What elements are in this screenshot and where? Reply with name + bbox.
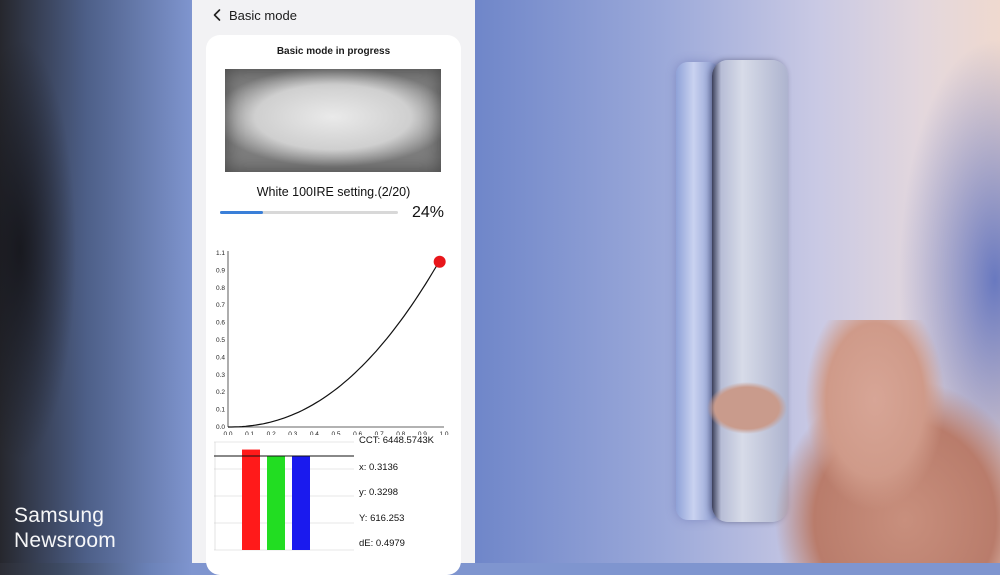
x-tick-label: 1.0	[439, 431, 448, 435]
x-tick-label: 0.0	[223, 431, 232, 435]
camera-preview	[225, 69, 441, 172]
bar-r	[242, 449, 260, 550]
hand-photo	[705, 320, 1000, 563]
progress-percent: 24%	[412, 204, 445, 221]
x-tick-label: 0.6	[353, 431, 362, 435]
delta-e-value: dE: 0.4979	[359, 538, 405, 549]
y-tick-label: 0.3	[216, 372, 225, 379]
x-tick-label: 0.9	[418, 431, 427, 435]
progress-card: Basic mode in progress White 100IRE sett…	[206, 35, 461, 575]
bar-b	[292, 456, 310, 550]
chevron-left-icon[interactable]	[210, 7, 224, 23]
watermark-line1: Samsung	[14, 504, 105, 527]
x-tick-label: 0.8	[396, 431, 405, 435]
y-tick-label: 0.1	[216, 407, 225, 414]
gamma-curve-line	[228, 260, 441, 428]
left-backdrop	[0, 0, 192, 563]
gamma-curve-chart: 0.0 0.1 0.2 0.3 0.4 0.5 0.6 0.7 0.8 0.9 1.1 0.0 0.1…	[216, 250, 449, 435]
watermark-line2: Newsroom	[14, 529, 116, 552]
x-tick-label: 0.5	[331, 431, 340, 435]
step-status-text: White 100IRE setting.(2/20)	[256, 185, 411, 199]
progress-bar-fill	[220, 211, 263, 214]
bar-g	[267, 456, 285, 550]
cct-value: CCT: 6448.5743K	[359, 435, 434, 446]
x-tick-label: 0.7	[375, 431, 384, 435]
x-tick-label: 0.3	[288, 431, 297, 435]
samsung-newsroom-watermark: Samsung Newsroom	[14, 503, 116, 553]
y-tick-label: 0.0	[216, 424, 225, 431]
y-tick-label: 0.6	[216, 320, 225, 327]
card-title: Basic mode in progress	[276, 46, 391, 57]
progress-bar	[220, 211, 398, 214]
calibration-app-screen: Basic mode Basic mode in progress White …	[192, 0, 475, 575]
luminance-value: Y: 616.253	[359, 513, 405, 524]
y-tick-label: 0.7	[216, 302, 225, 309]
app-header: Basic mode	[192, 0, 475, 32]
x-tick-label: 0.4	[310, 431, 319, 435]
x-chromaticity-value: x: 0.3136	[359, 462, 399, 473]
y-tick-label: 0.2	[216, 389, 225, 396]
current-measure-point	[433, 255, 446, 268]
y-tick-label: 0.8	[216, 285, 225, 292]
y-tick-label: 0.5	[216, 337, 225, 344]
rgb-balance-chart	[214, 440, 354, 555]
x-tick-label: 0.1	[245, 431, 254, 435]
page-title: Basic mode	[229, 8, 297, 23]
y-tick-label: 0.4	[216, 354, 225, 361]
x-tick-label: 0.2	[267, 431, 276, 435]
y-tick-label: 1.1	[216, 250, 225, 257]
y-chromaticity-value: y: 0.3298	[359, 487, 399, 498]
y-tick-label: 0.9	[216, 267, 225, 274]
